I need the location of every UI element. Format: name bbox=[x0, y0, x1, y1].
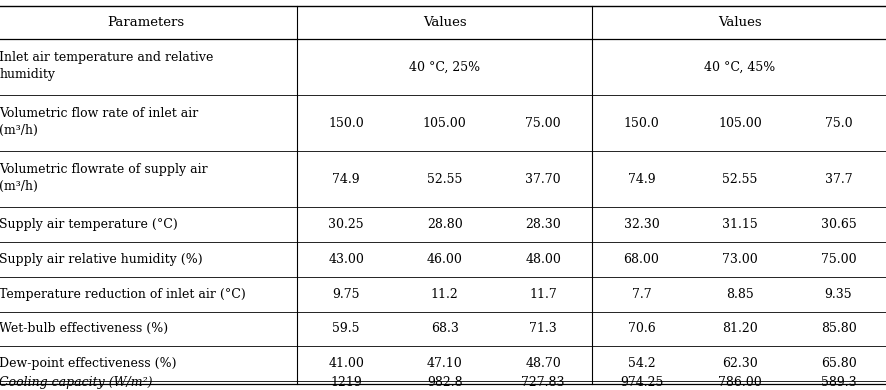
Text: 31.15: 31.15 bbox=[722, 218, 758, 231]
Text: Volumetric flow rate of inlet air: Volumetric flow rate of inlet air bbox=[0, 107, 198, 121]
Text: Supply air relative humidity (%): Supply air relative humidity (%) bbox=[0, 253, 203, 266]
Text: 40 °C, 25%: 40 °C, 25% bbox=[409, 60, 480, 74]
Text: 75.00: 75.00 bbox=[820, 253, 857, 266]
Text: 48.70: 48.70 bbox=[525, 357, 561, 370]
Text: 30.25: 30.25 bbox=[329, 218, 364, 231]
Text: 75.0: 75.0 bbox=[825, 117, 852, 129]
Text: (m³/h): (m³/h) bbox=[0, 124, 38, 137]
Text: 37.7: 37.7 bbox=[825, 173, 852, 186]
Text: Values: Values bbox=[719, 16, 762, 29]
Text: 105.00: 105.00 bbox=[719, 117, 762, 129]
Text: 52.55: 52.55 bbox=[427, 173, 462, 186]
Text: Parameters: Parameters bbox=[108, 16, 185, 29]
Text: 85.80: 85.80 bbox=[820, 323, 857, 335]
Text: 7.7: 7.7 bbox=[632, 287, 651, 301]
Text: 52.55: 52.55 bbox=[722, 173, 758, 186]
Text: 30.65: 30.65 bbox=[820, 218, 857, 231]
Text: 105.00: 105.00 bbox=[423, 117, 466, 129]
Text: 81.20: 81.20 bbox=[722, 323, 758, 335]
Text: 974.25: 974.25 bbox=[620, 376, 664, 389]
Text: 9.35: 9.35 bbox=[825, 287, 852, 301]
Text: 68.00: 68.00 bbox=[624, 253, 659, 266]
Text: 70.6: 70.6 bbox=[627, 323, 656, 335]
Text: 59.5: 59.5 bbox=[332, 323, 360, 335]
Text: 40 °C, 45%: 40 °C, 45% bbox=[704, 60, 775, 74]
Text: Temperature reduction of inlet air (°C): Temperature reduction of inlet air (°C) bbox=[0, 287, 245, 301]
Text: 48.00: 48.00 bbox=[525, 253, 561, 266]
Text: Inlet air temperature and relative: Inlet air temperature and relative bbox=[0, 51, 214, 64]
Text: 150.0: 150.0 bbox=[328, 117, 364, 129]
Text: Volumetric flowrate of supply air: Volumetric flowrate of supply air bbox=[0, 163, 207, 176]
Text: (m³/h): (m³/h) bbox=[0, 180, 38, 193]
Text: 65.80: 65.80 bbox=[820, 357, 857, 370]
Text: 982.8: 982.8 bbox=[427, 376, 462, 389]
Text: 28.80: 28.80 bbox=[427, 218, 462, 231]
Text: 47.10: 47.10 bbox=[427, 357, 462, 370]
Text: 28.30: 28.30 bbox=[525, 218, 561, 231]
Text: 43.00: 43.00 bbox=[328, 253, 364, 266]
Text: 1219: 1219 bbox=[330, 376, 362, 389]
Text: 74.9: 74.9 bbox=[332, 173, 360, 186]
Text: 786.00: 786.00 bbox=[719, 376, 762, 389]
Text: 73.00: 73.00 bbox=[722, 253, 758, 266]
Text: Cooling capacity (W/m²): Cooling capacity (W/m²) bbox=[0, 376, 152, 389]
Text: Supply air temperature (°C): Supply air temperature (°C) bbox=[0, 218, 178, 231]
Text: 41.00: 41.00 bbox=[328, 357, 364, 370]
Text: 150.0: 150.0 bbox=[624, 117, 659, 129]
Text: 54.2: 54.2 bbox=[628, 357, 656, 370]
Text: 46.00: 46.00 bbox=[427, 253, 462, 266]
Text: 11.7: 11.7 bbox=[529, 287, 557, 301]
Text: 727.83: 727.83 bbox=[521, 376, 565, 389]
Text: 37.70: 37.70 bbox=[525, 173, 561, 186]
Text: 589.3: 589.3 bbox=[820, 376, 857, 389]
Text: humidity: humidity bbox=[0, 68, 55, 81]
Text: 9.75: 9.75 bbox=[332, 287, 360, 301]
Text: 8.85: 8.85 bbox=[727, 287, 754, 301]
Text: 62.30: 62.30 bbox=[722, 357, 758, 370]
Text: Dew-point effectiveness (%): Dew-point effectiveness (%) bbox=[0, 357, 176, 370]
Text: Wet-bulb effectiveness (%): Wet-bulb effectiveness (%) bbox=[0, 323, 168, 335]
Text: 68.3: 68.3 bbox=[431, 323, 459, 335]
Text: 11.2: 11.2 bbox=[431, 287, 458, 301]
Text: Values: Values bbox=[423, 16, 466, 29]
Text: 75.00: 75.00 bbox=[525, 117, 561, 129]
Text: 32.30: 32.30 bbox=[624, 218, 659, 231]
Text: 71.3: 71.3 bbox=[529, 323, 557, 335]
Text: 74.9: 74.9 bbox=[628, 173, 656, 186]
